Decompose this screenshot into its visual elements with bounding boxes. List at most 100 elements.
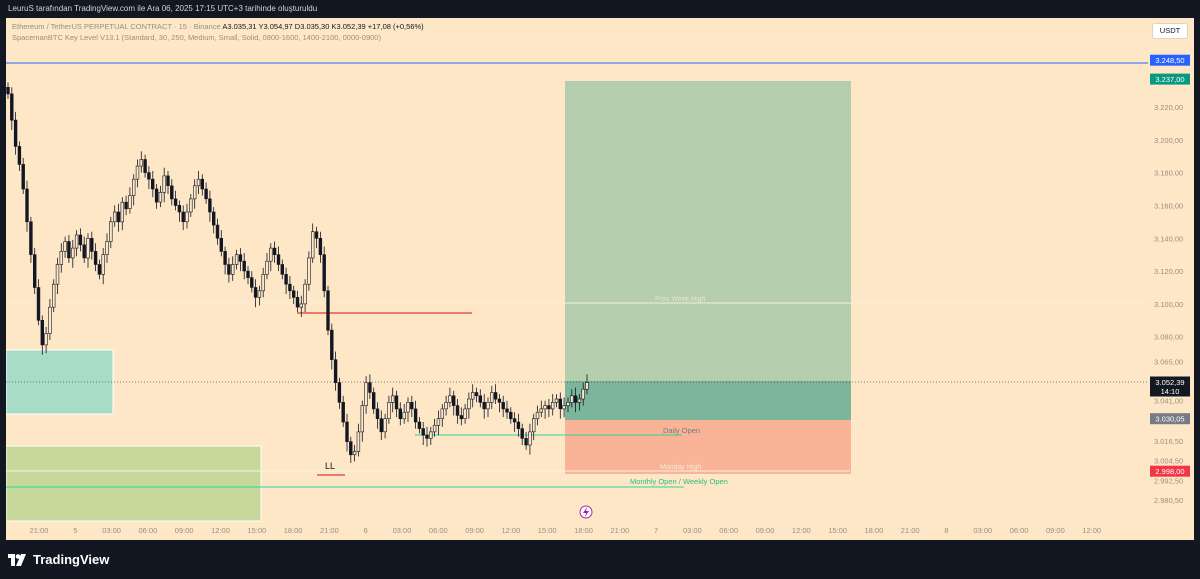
tradingview-logo[interactable]: TradingView [8,552,109,567]
stop-zone[interactable] [565,420,851,474]
candle-body [265,260,269,275]
candle-body [212,211,216,226]
key-level-label: Monthly Open / Weekly Open [630,477,728,486]
entry-zone[interactable] [565,381,851,420]
y-tick-label: 3.016,50 [1154,437,1183,446]
candle-body [32,254,37,288]
candles-group [6,82,589,463]
candle-body [280,264,284,275]
candle-body [501,401,505,410]
candle-body [276,254,281,265]
candle-body [246,270,250,279]
candle-body [215,224,220,239]
candle-body [509,411,513,420]
candle-body [132,178,136,196]
candle-body [51,283,56,308]
x-tick-label: 18:00 [574,526,593,535]
candle-body [139,159,143,167]
candle-body [97,264,102,275]
candle-body [6,87,10,95]
y-tick-label: 2.992,50 [1154,476,1183,485]
indicator-legend[interactable]: SpacemanBTC Key Level V13.1 (Standard, 3… [12,33,381,42]
candle-body [204,188,208,200]
candle-body [208,198,212,213]
candle-body [231,264,235,275]
candle-body [74,234,79,249]
candle-body [543,405,547,410]
candle-body [242,260,246,272]
candle-body [143,159,147,173]
candle-body [29,221,33,255]
candle-body [158,192,163,203]
candle-body [151,178,155,190]
time-axis[interactable]: 21:00 5 03:00 06:00 09:00 12:00 15:00 18:00 21:0… [30,526,1101,535]
chart-svg[interactable]: Prev Week High Daily Open Monday High Mo… [6,18,1194,540]
currency-button[interactable]: USDT [1152,23,1188,39]
x-tick-label: 12:00 [211,526,230,535]
x-tick-label: 09:00 [175,526,194,535]
candle-body [162,175,166,193]
x-tick-label: 03:00 [973,526,992,535]
attribution-bar: LeuruS tarafından TradingView.com ile Ar… [0,0,1200,18]
candle-body [425,434,429,439]
candle-body [581,388,585,400]
candle-body [421,428,425,436]
candle-body [371,392,376,410]
candle-body [181,211,185,223]
key-level-label: Prev Week High [655,296,706,303]
candle-body [524,438,528,446]
candle-body [459,415,463,420]
y-tick-label: 3.120,00 [1154,267,1183,276]
x-tick-label: 03:00 [683,526,702,535]
candle-body [333,359,338,384]
price-label-text: 3.052,39 [1155,378,1184,387]
candle-body [250,277,254,288]
candle-body [478,395,482,403]
target-zone[interactable] [565,81,851,381]
y-tick-label: 3.220,00 [1154,103,1183,112]
candle-body [531,418,536,433]
x-tick-label: 06:00 [139,526,158,535]
candle-body [493,392,498,400]
candle-body [375,408,380,419]
candle-body [539,408,544,413]
candle-body [196,178,201,187]
x-tick-label: 8 [944,526,948,535]
y-tick-label: 3.180,00 [1154,169,1183,178]
price-label-badge [1150,413,1190,425]
candle-body [55,264,60,285]
price-axis[interactable]: 3.220,00 3.200,00 3.180,00 3.160,00 3.140,00… [1154,103,1183,505]
y-tick-label: 3.041,00 [1154,397,1183,406]
candle-body [550,401,555,410]
candle-body [124,201,128,210]
candle-body [288,283,292,292]
candle-body [238,254,243,262]
candle-body [314,231,319,239]
y-tick-label: 3.200,00 [1154,136,1183,145]
candle-body [193,185,197,200]
y-tick-label: 3.080,00 [1154,333,1183,342]
candle-body [467,398,471,410]
candle-body [166,175,170,186]
candle-body [516,421,521,429]
candle-body [547,405,551,410]
candle-body [253,287,258,298]
x-tick-label: 03:00 [393,526,412,535]
flash-icon[interactable] [579,505,593,519]
candle-body [105,241,109,255]
demand-zone-green [6,445,262,522]
candle-body [448,395,452,403]
symbol-legend[interactable]: Ethereum / TetherUS PERPETUAL CONTRACT ·… [12,22,424,31]
candle-body [356,431,361,452]
price-label-text: 3.030,05 [1155,415,1184,424]
candle-body [326,290,330,331]
price-label-text: 2.998,00 [1155,467,1184,476]
candle-body [528,431,532,446]
chart-area[interactable]: Prev Week High Daily Open Monday High Mo… [6,18,1194,540]
candle-body [417,421,422,429]
candle-body [307,257,311,285]
candle-body [128,195,132,210]
candle-body [200,178,204,190]
candle-body [310,231,315,259]
candle-body [394,395,399,410]
